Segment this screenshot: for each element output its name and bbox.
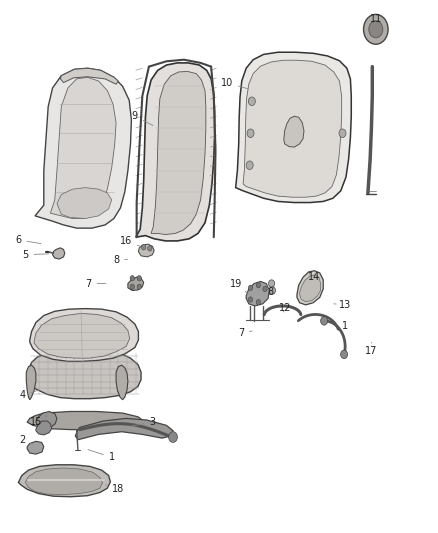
Text: 16: 16 [120, 236, 140, 246]
Polygon shape [151, 71, 206, 235]
Circle shape [130, 276, 134, 281]
Polygon shape [116, 365, 128, 400]
Polygon shape [27, 350, 141, 399]
Circle shape [148, 246, 152, 251]
Text: 14: 14 [308, 272, 321, 282]
Circle shape [248, 97, 255, 106]
Polygon shape [36, 421, 52, 435]
Polygon shape [284, 116, 304, 147]
Circle shape [256, 282, 261, 288]
Circle shape [141, 245, 146, 250]
Circle shape [341, 350, 348, 359]
Circle shape [263, 286, 267, 292]
Text: 11: 11 [370, 14, 382, 24]
Circle shape [268, 280, 275, 287]
Polygon shape [297, 271, 323, 305]
Text: 6: 6 [15, 235, 41, 245]
Text: 9: 9 [132, 111, 153, 126]
Text: 4: 4 [20, 390, 39, 400]
Polygon shape [243, 60, 342, 197]
Polygon shape [128, 277, 144, 290]
Polygon shape [35, 68, 131, 228]
Polygon shape [138, 244, 154, 257]
Polygon shape [30, 309, 138, 361]
Polygon shape [53, 248, 65, 259]
Text: 13: 13 [334, 300, 351, 310]
Polygon shape [246, 281, 269, 306]
Polygon shape [60, 68, 118, 84]
Polygon shape [36, 411, 57, 429]
Circle shape [248, 297, 253, 302]
Circle shape [269, 287, 276, 294]
Circle shape [364, 14, 388, 44]
Circle shape [339, 129, 346, 138]
Polygon shape [300, 275, 321, 302]
Text: 3: 3 [132, 417, 155, 427]
Circle shape [137, 284, 141, 289]
Text: 10: 10 [221, 78, 248, 89]
Circle shape [247, 129, 254, 138]
Text: 18: 18 [106, 484, 124, 494]
Circle shape [248, 285, 253, 290]
Text: 17: 17 [365, 342, 378, 356]
Polygon shape [25, 468, 102, 495]
Polygon shape [26, 365, 36, 400]
Polygon shape [136, 63, 215, 241]
Text: 15: 15 [30, 416, 47, 427]
Polygon shape [27, 411, 142, 430]
Text: 1: 1 [336, 321, 348, 331]
Circle shape [137, 276, 141, 281]
Circle shape [246, 161, 253, 169]
Polygon shape [27, 441, 44, 454]
Text: 12: 12 [279, 303, 292, 313]
Text: 8: 8 [267, 287, 274, 297]
Text: 7: 7 [238, 328, 252, 338]
Polygon shape [50, 77, 116, 219]
Polygon shape [18, 465, 110, 497]
Polygon shape [75, 418, 173, 440]
Circle shape [369, 21, 383, 38]
Polygon shape [34, 313, 130, 358]
Polygon shape [236, 52, 351, 203]
Text: 8: 8 [113, 255, 128, 265]
Circle shape [321, 317, 328, 325]
Circle shape [169, 432, 177, 442]
Text: 1: 1 [88, 450, 115, 462]
Polygon shape [57, 188, 112, 219]
Text: 2: 2 [19, 435, 32, 445]
Text: 19: 19 [230, 279, 247, 293]
Text: 7: 7 [85, 279, 106, 288]
Circle shape [256, 300, 261, 305]
Text: 5: 5 [22, 250, 49, 260]
Circle shape [130, 284, 134, 289]
